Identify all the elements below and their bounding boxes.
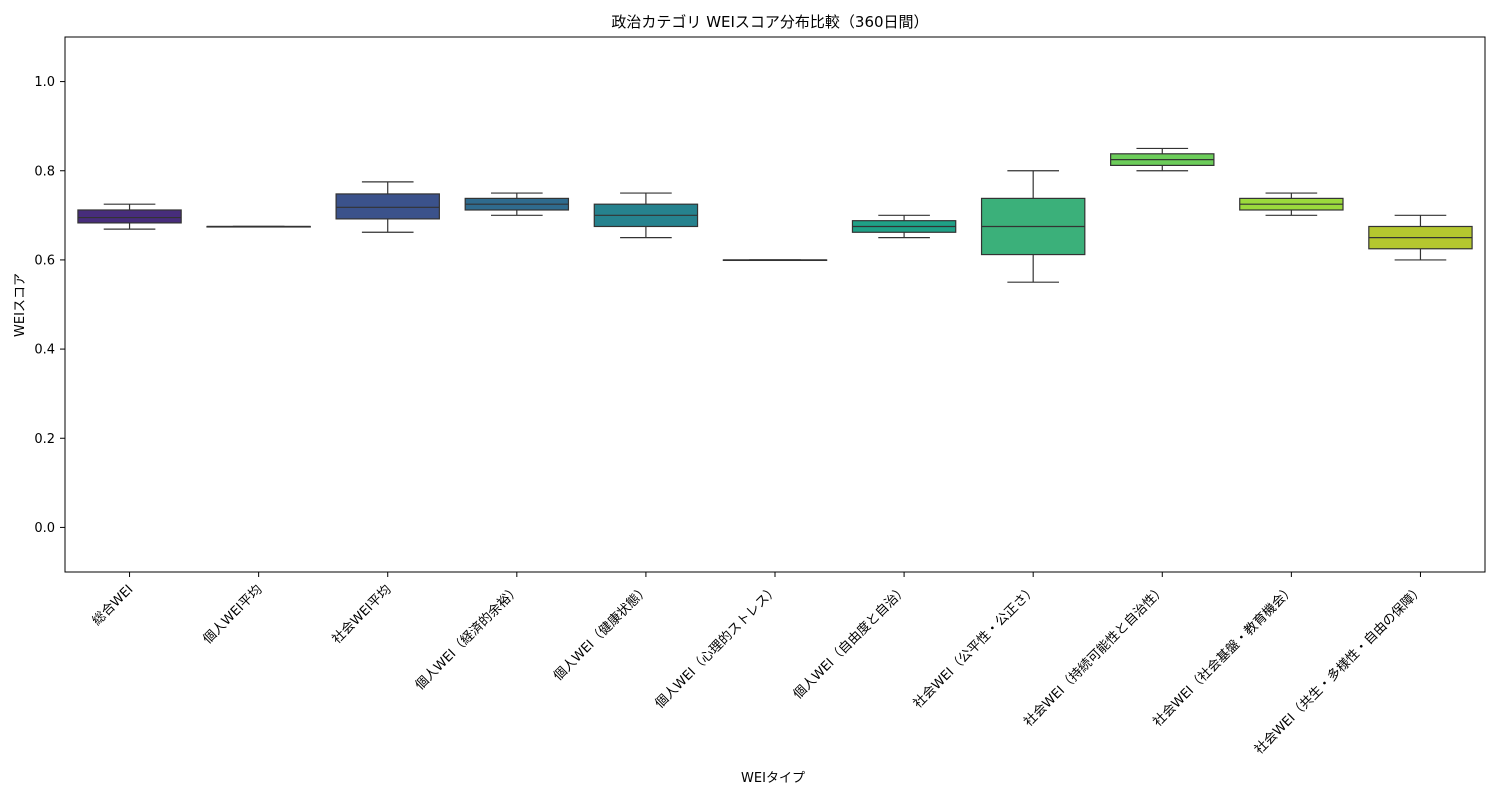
y-tick-label: 0.6 xyxy=(34,253,55,268)
chart-title: 政治カテゴリ WEIスコア分布比較（360日間） xyxy=(611,13,928,31)
y-tick-label: 0.2 xyxy=(34,432,55,447)
y-tick-label: 1.0 xyxy=(34,75,55,90)
box-5 xyxy=(593,192,699,239)
box-6 xyxy=(722,259,828,262)
x-tick-label: 個人WEI平均 xyxy=(200,582,265,647)
x-tick-label: 個人WEI（健康状態） xyxy=(550,582,652,684)
x-axis-label: WEIタイプ xyxy=(741,771,805,786)
box-7 xyxy=(851,214,957,239)
box-3 xyxy=(335,181,440,233)
box-8 xyxy=(980,170,1086,283)
x-tick-label: 個人WEI（自由度と自治） xyxy=(790,582,911,703)
x-tick-label: 社会WEI平均 xyxy=(329,582,395,648)
box-2 xyxy=(206,225,311,228)
y-tick-label: 0.4 xyxy=(34,343,55,358)
y-tick-label: 0.0 xyxy=(34,521,55,536)
x-tick-label: 総合WEI xyxy=(90,582,137,629)
x-tick-label: 個人WEI（心理的ストレス） xyxy=(652,582,782,712)
x-tick-label: 社会WEI（持続可能性と自治性） xyxy=(1021,582,1169,730)
box-9 xyxy=(1110,147,1215,172)
box-11 xyxy=(1368,214,1473,261)
box-4 xyxy=(464,192,570,216)
box-iqr xyxy=(335,193,440,220)
box-iqr xyxy=(77,209,182,224)
x-tick-label: 個人WEI（経済的余裕） xyxy=(412,582,524,694)
box-10 xyxy=(1239,192,1344,216)
y-axis: 0.0 0.2 0.4 0.6 0.8 1.0 xyxy=(34,75,65,536)
plot-area xyxy=(64,36,1486,573)
x-tick-label: 社会WEI（社会基盤・教育機会） xyxy=(1150,582,1298,730)
x-tick-label: 社会WEI（公平性・公正さ） xyxy=(910,582,1040,712)
x-axis: 総合WEI 個人WEI平均 社会WEI平均 個人WEI（経済的余裕） 個人WEI（健康状… xyxy=(90,572,1427,758)
box-1 xyxy=(77,203,182,230)
y-axis-label: WEIスコア xyxy=(13,273,28,337)
y-tick-label: 0.8 xyxy=(34,164,55,179)
box-series xyxy=(77,147,1473,283)
